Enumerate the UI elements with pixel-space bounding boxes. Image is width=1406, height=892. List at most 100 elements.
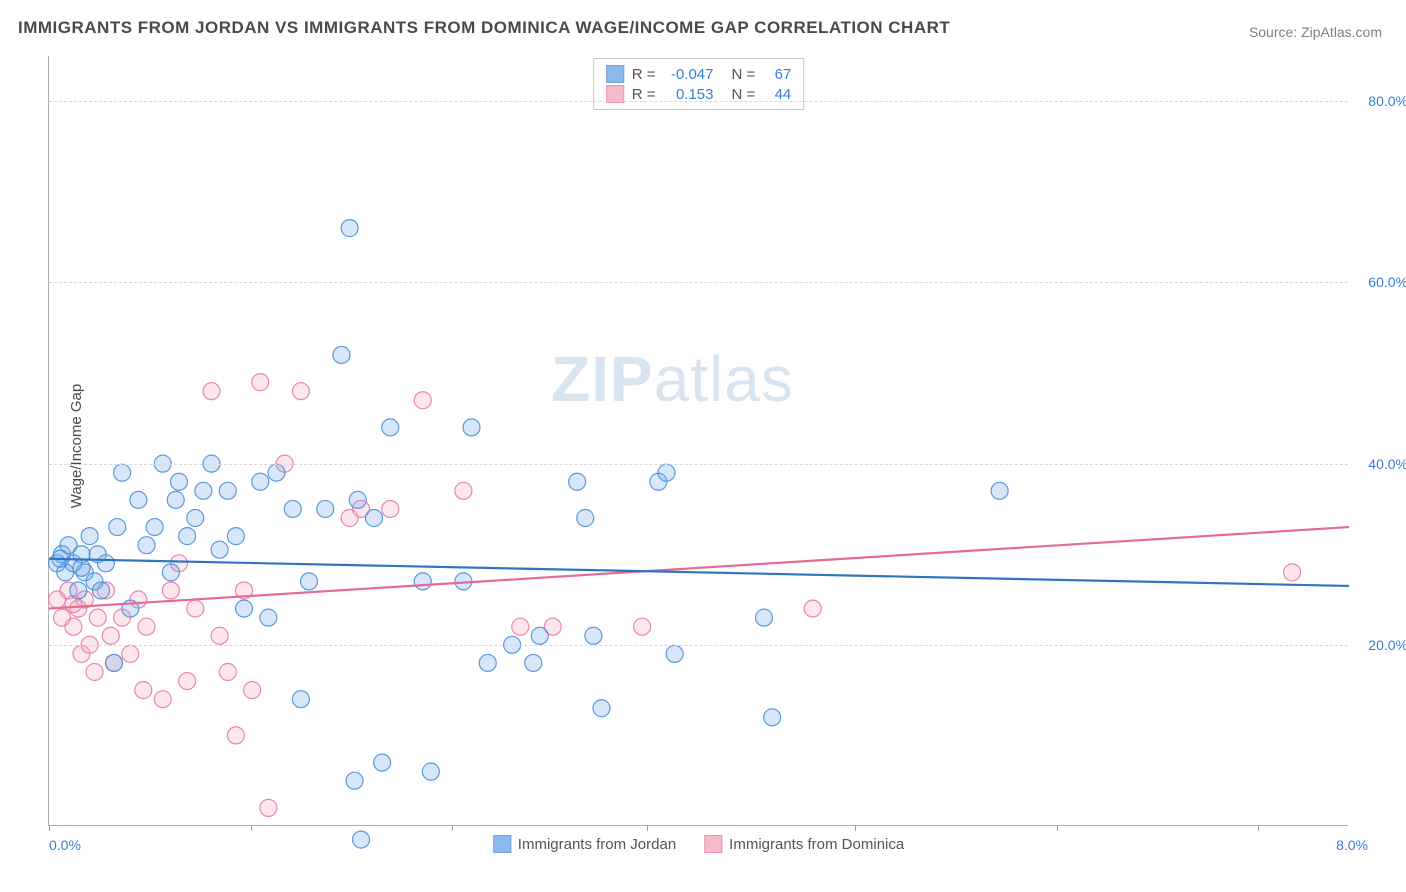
scatter-point-dominica <box>414 392 431 409</box>
scatter-point-jordan <box>171 473 188 490</box>
scatter-point-jordan <box>138 537 155 554</box>
scatter-point-dominica <box>804 600 821 617</box>
chart-title: IMMIGRANTS FROM JORDAN VS IMMIGRANTS FRO… <box>18 18 950 38</box>
scatter-point-jordan <box>666 645 683 662</box>
scatter-point-jordan <box>109 519 126 536</box>
scatter-point-dominica <box>89 609 106 626</box>
x-tick-mark <box>855 825 856 831</box>
scatter-point-jordan <box>577 510 594 527</box>
x-tick-mark <box>251 825 252 831</box>
gridline <box>49 101 1348 102</box>
scatter-point-dominica <box>260 799 277 816</box>
scatter-point-jordan <box>227 528 244 545</box>
scatter-point-dominica <box>211 627 228 644</box>
scatter-point-dominica <box>135 682 152 699</box>
scatter-point-jordan <box>333 346 350 363</box>
swatch-jordan <box>606 65 624 83</box>
x-tick-label: 8.0% <box>1336 837 1368 853</box>
scatter-point-dominica <box>455 482 472 499</box>
scatter-point-dominica <box>138 618 155 635</box>
scatter-point-dominica <box>227 727 244 744</box>
x-tick-mark <box>1258 825 1259 831</box>
scatter-point-jordan <box>525 654 542 671</box>
gridline <box>49 645 1348 646</box>
scatter-point-jordan <box>106 654 123 671</box>
scatter-point-dominica <box>1284 564 1301 581</box>
scatter-point-dominica <box>65 618 82 635</box>
legend-series: Immigrants from Jordan Immigrants from D… <box>493 835 904 853</box>
scatter-point-dominica <box>382 500 399 517</box>
scatter-point-dominica <box>219 664 236 681</box>
scatter-point-jordan <box>463 419 480 436</box>
x-tick-mark <box>49 825 50 831</box>
scatter-point-dominica <box>102 627 119 644</box>
scatter-point-jordan <box>764 709 781 726</box>
gridline <box>49 282 1348 283</box>
scatter-point-jordan <box>414 573 431 590</box>
scatter-point-dominica <box>512 618 529 635</box>
chart-plot-area: ZIPatlas R = -0.047 N = 67 R = 0.153 N =… <box>48 56 1348 826</box>
scatter-point-dominica <box>252 374 269 391</box>
scatter-point-jordan <box>195 482 212 499</box>
scatter-point-jordan <box>130 491 147 508</box>
scatter-point-jordan <box>236 600 253 617</box>
scatter-point-jordan <box>70 582 87 599</box>
scatter-point-jordan <box>219 482 236 499</box>
scatter-point-jordan <box>756 609 773 626</box>
scatter-point-jordan <box>114 464 131 481</box>
scatter-point-jordan <box>422 763 439 780</box>
scatter-svg <box>49 56 1348 825</box>
scatter-point-jordan <box>162 564 179 581</box>
scatter-point-jordan <box>374 754 391 771</box>
scatter-point-jordan <box>93 582 110 599</box>
scatter-point-dominica <box>179 673 196 690</box>
scatter-point-jordan <box>593 700 610 717</box>
scatter-point-jordan <box>658 464 675 481</box>
scatter-point-jordan <box>569 473 586 490</box>
scatter-point-jordan <box>531 627 548 644</box>
scatter-point-dominica <box>122 645 139 662</box>
legend-stats-row: R = -0.047 N = 67 <box>606 65 792 83</box>
y-tick-label: 60.0% <box>1353 274 1406 290</box>
x-tick-label: 0.0% <box>49 837 81 853</box>
scatter-point-jordan <box>346 772 363 789</box>
scatter-point-dominica <box>292 383 309 400</box>
scatter-point-jordan <box>167 491 184 508</box>
scatter-point-jordan <box>366 510 383 527</box>
scatter-point-dominica <box>86 664 103 681</box>
scatter-point-jordan <box>268 464 285 481</box>
scatter-point-jordan <box>260 609 277 626</box>
y-tick-label: 20.0% <box>1353 637 1406 653</box>
scatter-point-jordan <box>211 541 228 558</box>
scatter-point-jordan <box>73 559 90 576</box>
legend-item-jordan: Immigrants from Jordan <box>493 835 676 853</box>
swatch-dominica <box>704 835 722 853</box>
x-tick-mark <box>452 825 453 831</box>
scatter-point-jordan <box>317 500 334 517</box>
scatter-point-jordan <box>991 482 1008 499</box>
scatter-point-jordan <box>301 573 318 590</box>
scatter-point-dominica <box>203 383 220 400</box>
scatter-point-dominica <box>162 582 179 599</box>
scatter-point-jordan <box>382 419 399 436</box>
scatter-point-jordan <box>479 654 496 671</box>
x-tick-mark <box>1057 825 1058 831</box>
scatter-point-jordan <box>341 220 358 237</box>
scatter-point-dominica <box>634 618 651 635</box>
gridline <box>49 464 1348 465</box>
scatter-point-jordan <box>252 473 269 490</box>
scatter-point-jordan <box>349 491 366 508</box>
scatter-point-jordan <box>146 519 163 536</box>
source-attribution: Source: ZipAtlas.com <box>1249 24 1382 40</box>
x-tick-mark <box>647 825 648 831</box>
scatter-point-jordan <box>187 510 204 527</box>
scatter-point-jordan <box>179 528 196 545</box>
swatch-jordan <box>493 835 511 853</box>
scatter-point-dominica <box>187 600 204 617</box>
scatter-point-jordan <box>97 555 114 572</box>
y-tick-label: 80.0% <box>1353 93 1406 109</box>
y-tick-label: 40.0% <box>1353 456 1406 472</box>
legend-item-dominica: Immigrants from Dominica <box>704 835 904 853</box>
scatter-point-jordan <box>284 500 301 517</box>
scatter-point-jordan <box>292 691 309 708</box>
